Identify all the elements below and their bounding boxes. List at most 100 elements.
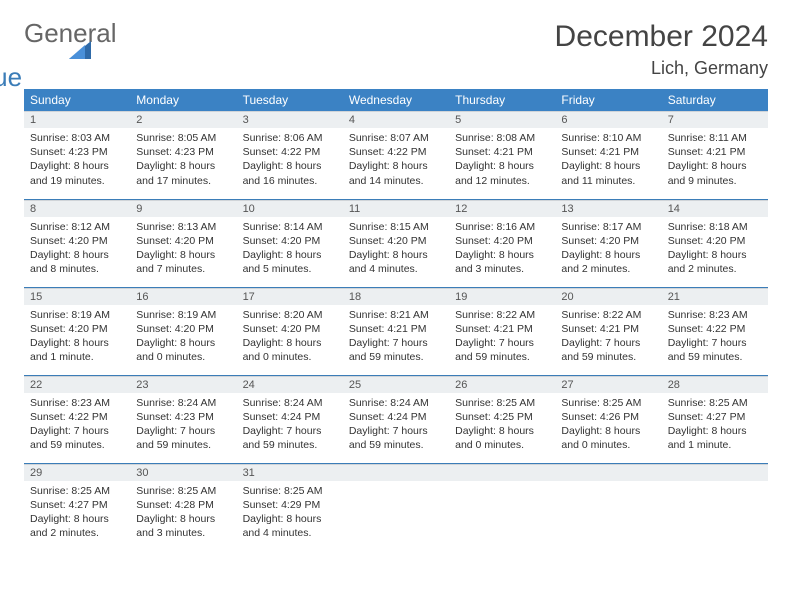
calendar-cell: 21Sunrise: 8:23 AMSunset: 4:22 PMDayligh… (662, 287, 768, 375)
sunrise-line: Sunrise: 8:25 AM (136, 484, 230, 498)
day-number: 26 (449, 376, 555, 393)
daylight-line: Daylight: 8 hours and 19 minutes. (30, 159, 124, 187)
day-number: 24 (237, 376, 343, 393)
calendar-cell: 3Sunrise: 8:06 AMSunset: 4:22 PMDaylight… (237, 111, 343, 199)
day-body: Sunrise: 8:22 AMSunset: 4:21 PMDaylight:… (555, 305, 661, 369)
day-number: 1 (24, 111, 130, 128)
day-body: Sunrise: 8:19 AMSunset: 4:20 PMDaylight:… (24, 305, 130, 369)
sunset-line: Sunset: 4:20 PM (30, 322, 124, 336)
calendar-cell: 27Sunrise: 8:25 AMSunset: 4:26 PMDayligh… (555, 375, 661, 463)
sunset-line: Sunset: 4:27 PM (30, 498, 124, 512)
day-body: Sunrise: 8:19 AMSunset: 4:20 PMDaylight:… (130, 305, 236, 369)
sunrise-line: Sunrise: 8:05 AM (136, 131, 230, 145)
calendar-cell: 2Sunrise: 8:05 AMSunset: 4:23 PMDaylight… (130, 111, 236, 199)
day-number: 11 (343, 200, 449, 217)
sunrise-line: Sunrise: 8:23 AM (668, 308, 762, 322)
sunrise-line: Sunrise: 8:03 AM (30, 131, 124, 145)
calendar-cell: 9Sunrise: 8:13 AMSunset: 4:20 PMDaylight… (130, 199, 236, 287)
weekday-header: Sunday (24, 89, 130, 111)
weekday-header: Tuesday (237, 89, 343, 111)
day-body: Sunrise: 8:07 AMSunset: 4:22 PMDaylight:… (343, 128, 449, 192)
sunrise-line: Sunrise: 8:22 AM (561, 308, 655, 322)
daylight-line: Daylight: 8 hours and 11 minutes. (561, 159, 655, 187)
sunset-line: Sunset: 4:25 PM (455, 410, 549, 424)
calendar-cell: 30 Sunrise: 8:25 AMSunset: 4:28 PMDayligh… (130, 463, 236, 551)
daylight-line: Daylight: 8 hours and 3 minutes. (455, 248, 549, 276)
sunset-line: Sunset: 4:20 PM (455, 234, 549, 248)
day-body: Sunrise: 8:23 AMSunset: 4:22 PMDaylight:… (662, 305, 768, 369)
sunrise-line: Sunrise: 8:14 AM (243, 220, 337, 234)
day-number: 3 (237, 111, 343, 128)
calendar-cell: 22Sunrise: 8:23 AMSunset: 4:22 PMDayligh… (24, 375, 130, 463)
daylight-line: Daylight: 7 hours and 59 minutes. (349, 424, 443, 452)
day-number: 23 (130, 376, 236, 393)
logo: General Blue (24, 20, 95, 72)
daylight-line: Daylight: 8 hours and 2 minutes. (30, 512, 124, 540)
daylight-line: Daylight: 8 hours and 9 minutes. (668, 159, 762, 187)
sunset-line: Sunset: 4:22 PM (30, 410, 124, 424)
calendar-cell: 26Sunrise: 8:25 AMSunset: 4:25 PMDayligh… (449, 375, 555, 463)
calendar-cell: 20Sunrise: 8:22 AMSunset: 4:21 PMDayligh… (555, 287, 661, 375)
day-body: Sunrise: 8:25 AMSunset: 4:25 PMDaylight:… (449, 393, 555, 457)
daylight-line: Daylight: 8 hours and 12 minutes. (455, 159, 549, 187)
day-number-empty (343, 464, 449, 481)
calendar-cell: 8Sunrise: 8:12 AMSunset: 4:20 PMDaylight… (24, 199, 130, 287)
daylight-line: Daylight: 8 hours and 3 minutes. (136, 512, 230, 540)
calendar-row: 8Sunrise: 8:12 AMSunset: 4:20 PMDaylight… (24, 199, 768, 287)
day-number: 27 (555, 376, 661, 393)
day-number: 29 (24, 464, 130, 481)
day-number: 19 (449, 288, 555, 305)
day-body: Sunrise: 8:05 AMSunset: 4:23 PMDaylight:… (130, 128, 236, 192)
sunset-line: Sunset: 4:21 PM (349, 322, 443, 336)
weekday-header: Thursday (449, 89, 555, 111)
sunset-line: Sunset: 4:20 PM (243, 234, 337, 248)
day-number: 30 (130, 464, 236, 481)
calendar-cell (662, 463, 768, 551)
sunset-line: Sunset: 4:21 PM (668, 145, 762, 159)
day-number: 22 (24, 376, 130, 393)
sunset-line: Sunset: 4:20 PM (30, 234, 124, 248)
daylight-line: Daylight: 7 hours and 59 minutes. (561, 336, 655, 364)
day-body: Sunrise: 8:13 AMSunset: 4:20 PMDaylight:… (130, 217, 236, 281)
day-number: 20 (555, 288, 661, 305)
day-body: Sunrise: 8:24 AMSunset: 4:24 PMDaylight:… (343, 393, 449, 457)
daylight-line: Daylight: 8 hours and 1 minute. (30, 336, 124, 364)
daylight-line: Daylight: 7 hours and 59 minutes. (668, 336, 762, 364)
sunset-line: Sunset: 4:22 PM (349, 145, 443, 159)
sunset-line: Sunset: 4:21 PM (455, 322, 549, 336)
daylight-line: Daylight: 8 hours and 0 minutes. (455, 424, 549, 452)
logo-sail-icon (67, 39, 95, 61)
calendar-cell: 10Sunrise: 8:14 AMSunset: 4:20 PMDayligh… (237, 199, 343, 287)
sunset-line: Sunset: 4:24 PM (349, 410, 443, 424)
day-number-empty (555, 464, 661, 481)
day-number: 14 (662, 200, 768, 217)
day-body: Sunrise: 8:24 AMSunset: 4:24 PMDaylight:… (237, 393, 343, 457)
calendar-cell (343, 463, 449, 551)
daylight-line: Daylight: 7 hours and 59 minutes. (30, 424, 124, 452)
calendar-cell: 1 Sunrise: 8:03 AMSunset: 4:23 PMDaylight… (24, 111, 130, 199)
weekday-header: Friday (555, 89, 661, 111)
calendar-cell: 18Sunrise: 8:21 AMSunset: 4:21 PMDayligh… (343, 287, 449, 375)
daylight-line: Daylight: 7 hours and 59 minutes. (455, 336, 549, 364)
daylight-line: Daylight: 8 hours and 7 minutes. (136, 248, 230, 276)
daylight-line: Daylight: 8 hours and 0 minutes. (561, 424, 655, 452)
calendar-row: 29Sunrise: 8:25 AMSunset: 4:27 PMDayligh… (24, 463, 768, 551)
daylight-line: Daylight: 8 hours and 8 minutes. (30, 248, 124, 276)
day-body: Sunrise: 8:15 AMSunset: 4:20 PMDaylight:… (343, 217, 449, 281)
sunset-line: Sunset: 4:20 PM (243, 322, 337, 336)
sunset-line: Sunset: 4:20 PM (561, 234, 655, 248)
day-body: Sunrise: 8:21 AMSunset: 4:21 PMDaylight:… (343, 305, 449, 369)
calendar-cell: 7Sunrise: 8:11 AMSunset: 4:21 PMDaylight… (662, 111, 768, 199)
sunrise-line: Sunrise: 8:19 AM (136, 308, 230, 322)
sunset-line: Sunset: 4:23 PM (136, 145, 230, 159)
day-body: Sunrise: 8:14 AMSunset: 4:20 PMDaylight:… (237, 217, 343, 281)
day-number: 28 (662, 376, 768, 393)
sunset-line: Sunset: 4:21 PM (561, 145, 655, 159)
sunrise-line: Sunrise: 8:16 AM (455, 220, 549, 234)
sunset-line: Sunset: 4:23 PM (30, 145, 124, 159)
day-body: Sunrise: 8:17 AMSunset: 4:20 PMDaylight:… (555, 217, 661, 281)
day-number: 6 (555, 111, 661, 128)
sunset-line: Sunset: 4:28 PM (136, 498, 230, 512)
sunrise-line: Sunrise: 8:24 AM (136, 396, 230, 410)
calendar-cell (555, 463, 661, 551)
